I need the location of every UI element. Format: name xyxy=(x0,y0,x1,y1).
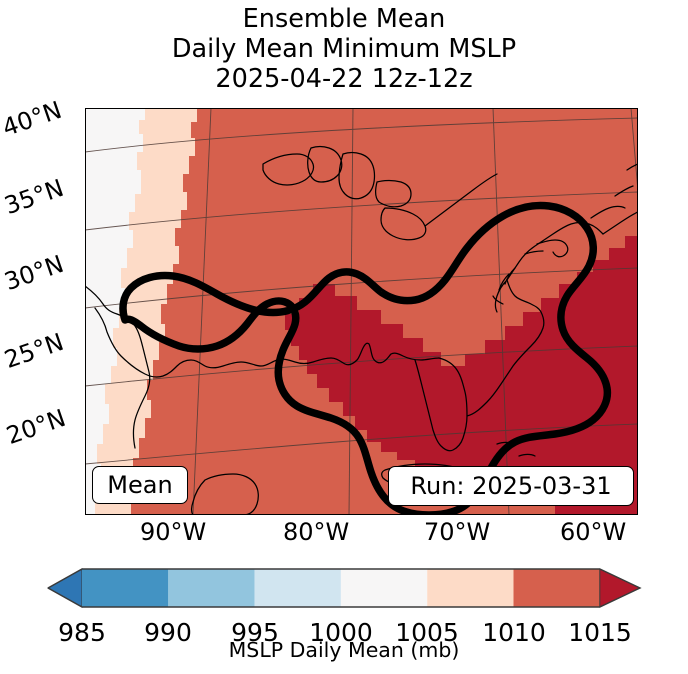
coastline-cape-cod xyxy=(524,239,569,258)
colorbar-axis-label: MSLP Daily Mean (mb) xyxy=(228,638,460,662)
run-annotation-box: Run: 2025-03-31 xyxy=(388,466,634,506)
lat-label-35n: 35°N xyxy=(0,173,68,220)
gridline-lat-40 xyxy=(85,117,638,153)
colorbar-tick-1010: 1010 xyxy=(482,618,546,647)
contour-1015-thick xyxy=(119,201,612,515)
fill-band-1005-1010 xyxy=(95,108,197,515)
colorbar-svg xyxy=(46,568,642,608)
coastline-chesapeake xyxy=(492,267,516,313)
colorbar-band-995-1000 xyxy=(254,569,341,607)
coastline-bahamas xyxy=(496,441,580,491)
river-st-lawrence xyxy=(424,173,498,227)
colorbar-tick-995: 995 xyxy=(231,618,279,647)
colorbar-band-990-995 xyxy=(168,569,255,607)
coastline-southeast xyxy=(466,279,545,417)
title-line-2: Daily Mean Minimum MSLP xyxy=(171,34,517,65)
colorbar-band-1000-1005 xyxy=(340,569,428,607)
colorbar-band-985-990 xyxy=(82,569,169,607)
lat-label-30n: 30°N xyxy=(0,249,68,296)
colorbar-tick-1000: 1000 xyxy=(309,618,373,647)
coastline-gulf xyxy=(94,307,440,378)
fill-band-above-1015 xyxy=(285,236,638,515)
lon-label-90w: 90°W xyxy=(140,518,207,546)
title-line-1: Ensemble Mean xyxy=(242,4,446,34)
gridline-lon-60 xyxy=(630,108,638,200)
lat-label-25n: 25°N xyxy=(0,327,68,374)
coastline-northeast xyxy=(506,221,604,281)
map-plot-area xyxy=(85,108,638,515)
coastline-yucatan xyxy=(190,473,259,515)
colorbar-band-1005-1010 xyxy=(427,569,514,607)
lon-label-80w: 80°W xyxy=(283,518,350,546)
border-mexico xyxy=(85,285,151,449)
fill-band-1000-1005 xyxy=(85,108,145,515)
colorbar-tick-1015: 1015 xyxy=(568,618,632,647)
map-svg xyxy=(85,108,638,515)
title-line-3: 2025-04-22 12z-12z xyxy=(215,64,473,95)
colorbar: 985 990 995 1000 1005 1010 1015 xyxy=(0,556,688,674)
coastlines xyxy=(85,145,638,515)
great-lakes xyxy=(262,145,427,241)
lon-label-60w: 60°W xyxy=(560,518,627,546)
lat-label-20n: 20°N xyxy=(2,403,70,450)
colorbar-tick-985: 985 xyxy=(58,618,106,647)
coastline-florida xyxy=(414,357,468,452)
colorbar-tick-1005: 1005 xyxy=(395,618,459,647)
lat-label-40n: 40°N xyxy=(0,95,66,142)
colorbar-outline xyxy=(47,568,642,608)
colorbar-extend-low xyxy=(46,568,83,608)
colorbar-tick-990: 990 xyxy=(144,618,192,647)
figure-title: Ensemble Mean Daily Mean Minimum MSLP 20… xyxy=(0,4,688,94)
mean-annotation-box: Mean xyxy=(92,466,188,504)
colorbar-extend-high xyxy=(599,568,642,608)
lon-label-70w: 70°W xyxy=(424,518,491,546)
colorbar-band-1010-1015 xyxy=(513,569,600,607)
coastline-maritimes xyxy=(590,163,638,235)
